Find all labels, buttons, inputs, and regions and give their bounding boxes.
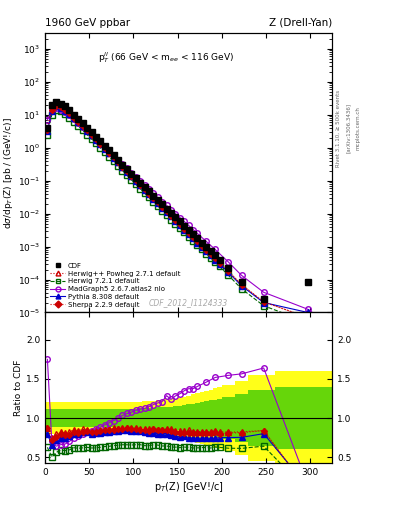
- Text: Z (Drell-Yan): Z (Drell-Yan): [269, 18, 332, 28]
- Y-axis label: Ratio to CDF: Ratio to CDF: [14, 360, 23, 416]
- Text: mcplots.cern.ch: mcplots.cern.ch: [356, 106, 361, 150]
- Text: p$_T^{ll}$ (66 GeV < m$_{ee}$ < 116 GeV): p$_T^{ll}$ (66 GeV < m$_{ee}$ < 116 GeV): [97, 50, 234, 65]
- X-axis label: p$_T$(Z) [GeV!/c]: p$_T$(Z) [GeV!/c]: [154, 480, 224, 494]
- Text: [arXiv:1306.3436]: [arXiv:1306.3436]: [346, 103, 351, 153]
- Text: 1960 GeV ppbar: 1960 GeV ppbar: [45, 18, 130, 28]
- Text: CDF_2012_I1124333: CDF_2012_I1124333: [149, 298, 228, 307]
- Text: Rivet 3.1.10, ≥ 500k events: Rivet 3.1.10, ≥ 500k events: [336, 90, 341, 166]
- Legend: CDF, Herwig++ Powheg 2.7.1 default, Herwig 7.2.1 default, MadGraph5 2.6.7.atlas2: CDF, Herwig++ Powheg 2.7.1 default, Herw…: [49, 262, 182, 309]
- Y-axis label: d$\sigma$/dp$_T$(Z) [pb / (GeV!/c)]: d$\sigma$/dp$_T$(Z) [pb / (GeV!/c)]: [2, 117, 15, 229]
